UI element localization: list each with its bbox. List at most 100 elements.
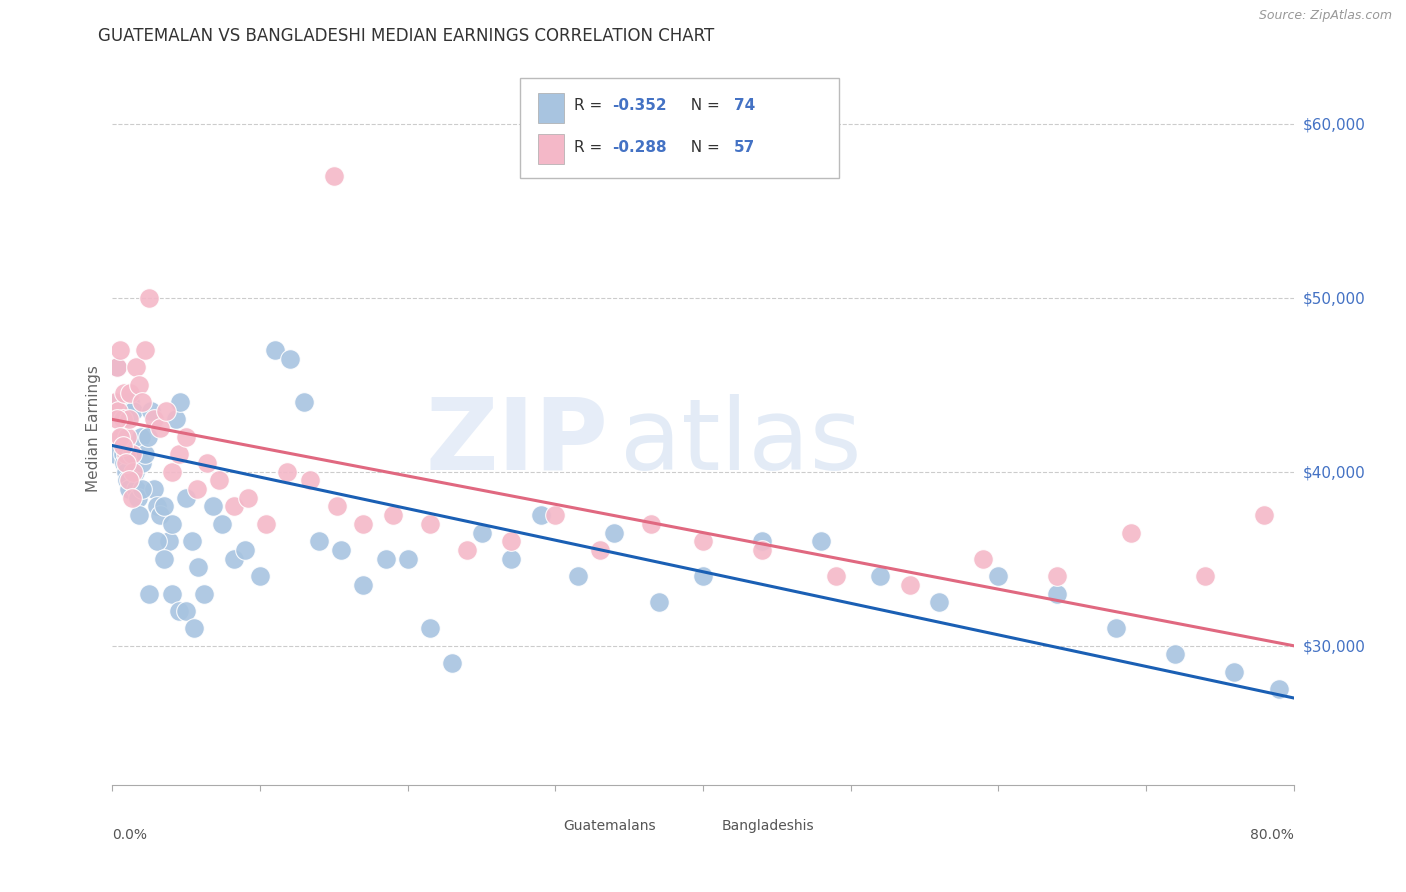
Bar (689, 815, 714, 837)
Point (131, 395, 153, 409)
Point (134, 343, 156, 357)
Point (142, 482, 165, 496)
Point (118, 482, 141, 496)
Point (1194, 569, 1216, 583)
Bar (537, 94, 564, 123)
Point (108, 403, 131, 417)
Text: Bangladeshis: Bangladeshis (721, 820, 814, 833)
Point (352, 578, 374, 592)
Point (131, 482, 153, 496)
Point (146, 534, 169, 549)
Point (382, 508, 405, 523)
Point (167, 604, 190, 618)
Text: R =: R = (574, 140, 607, 155)
Point (501, 551, 523, 566)
Point (169, 395, 191, 409)
Point (153, 551, 176, 566)
Point (603, 525, 626, 540)
Point (128, 508, 150, 523)
Point (121, 447, 143, 461)
Point (127, 491, 149, 505)
Point (155, 403, 177, 417)
Point (118, 412, 141, 426)
Point (121, 491, 143, 505)
Point (692, 569, 714, 583)
Point (751, 534, 773, 549)
Y-axis label: Median Earnings: Median Earnings (86, 365, 101, 491)
Bar (531, 815, 558, 837)
Point (264, 343, 287, 357)
Text: GUATEMALAN VS BANGLADESHI MEDIAN EARNINGS CORRELATION CHART: GUATEMALAN VS BANGLADESHI MEDIAN EARNING… (98, 27, 714, 45)
Point (647, 595, 671, 609)
Point (824, 569, 846, 583)
Point (254, 516, 277, 531)
Point (165, 412, 187, 426)
Point (222, 500, 245, 514)
Point (193, 586, 215, 600)
Point (149, 421, 172, 435)
Point (138, 586, 160, 600)
Point (396, 551, 419, 566)
Point (1105, 621, 1128, 635)
Point (110, 430, 132, 444)
Point (187, 560, 209, 574)
Point (112, 386, 135, 401)
Text: Source: ZipAtlas.com: Source: ZipAtlas.com (1258, 9, 1392, 22)
Text: -0.288: -0.288 (612, 140, 666, 155)
Point (186, 482, 208, 496)
Point (134, 447, 156, 461)
Point (120, 395, 142, 409)
Point (456, 543, 478, 558)
Point (330, 543, 353, 558)
Point (122, 403, 145, 417)
Point (105, 360, 128, 375)
Point (898, 578, 921, 592)
Point (112, 456, 135, 470)
Point (326, 500, 349, 514)
Point (111, 412, 134, 426)
Point (131, 456, 153, 470)
Point (117, 474, 138, 488)
Text: -0.352: -0.352 (612, 98, 666, 113)
Point (278, 351, 301, 366)
Point (174, 604, 197, 618)
Point (122, 465, 145, 479)
Point (544, 508, 567, 523)
Point (142, 412, 165, 426)
Point (104, 395, 127, 409)
FancyBboxPatch shape (520, 78, 839, 178)
Point (249, 569, 271, 583)
Point (105, 360, 128, 375)
Point (136, 430, 159, 444)
Point (419, 516, 441, 531)
Point (117, 430, 138, 444)
Point (1268, 682, 1291, 697)
Point (751, 543, 773, 558)
Point (211, 516, 233, 531)
Point (114, 456, 136, 470)
Point (299, 474, 322, 488)
Text: Guatemalans: Guatemalans (564, 820, 657, 833)
Point (1046, 586, 1069, 600)
Text: atlas: atlas (620, 394, 862, 491)
Point (810, 534, 832, 549)
Point (124, 465, 146, 479)
Text: 0.0%: 0.0% (112, 828, 148, 842)
Text: R =: R = (574, 98, 607, 113)
Point (1164, 648, 1187, 662)
Text: 57: 57 (734, 140, 755, 155)
Point (125, 360, 148, 375)
Point (174, 491, 197, 505)
Point (567, 569, 589, 583)
Point (146, 500, 169, 514)
Text: N =: N = (681, 140, 724, 155)
Point (153, 500, 176, 514)
Point (108, 430, 131, 444)
Point (529, 508, 551, 523)
Point (441, 656, 464, 670)
Point (157, 534, 180, 549)
Point (114, 465, 136, 479)
Text: 80.0%: 80.0% (1250, 828, 1294, 842)
Point (195, 456, 218, 470)
Point (1046, 569, 1069, 583)
